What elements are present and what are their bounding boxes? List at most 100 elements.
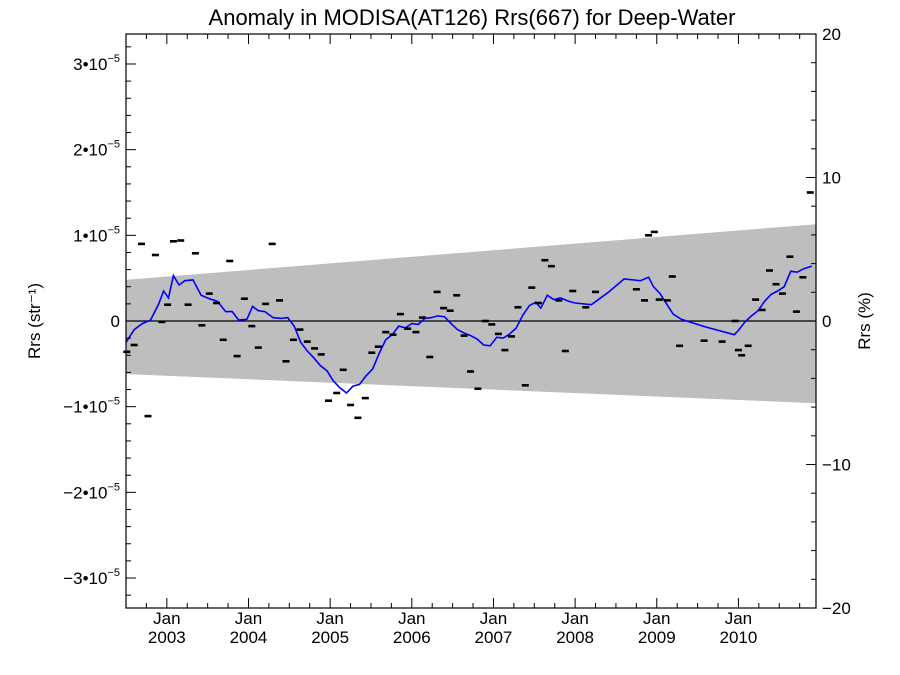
data-point — [361, 396, 369, 400]
left-tick-exponent: −5 — [107, 481, 120, 493]
data-point — [303, 340, 311, 343]
x-tick-year: 2006 — [393, 628, 431, 647]
data-point — [433, 290, 441, 294]
data-point — [317, 353, 325, 356]
left-y-axis-label: Rrs (str⁻¹) — [25, 283, 44, 359]
left-tick-exponent: −5 — [107, 567, 120, 579]
data-point — [676, 344, 684, 348]
data-point — [738, 354, 746, 357]
data-point — [396, 312, 404, 316]
data-point — [213, 301, 221, 305]
data-point — [254, 346, 262, 349]
left-tick-exponent: −5 — [107, 53, 120, 65]
data-point — [219, 338, 227, 342]
data-point — [547, 264, 555, 268]
x-tick-month: Jan — [480, 609, 507, 628]
data-point — [268, 242, 276, 246]
data-point — [426, 355, 434, 359]
data-point — [655, 298, 663, 301]
data-point — [592, 290, 599, 294]
x-tick-month: Jan — [561, 609, 588, 628]
x-tick-year: 2009 — [638, 628, 676, 647]
data-point — [467, 370, 475, 373]
data-point — [758, 308, 766, 312]
data-point — [325, 399, 332, 402]
left-tick-mantissa: 3•10 — [73, 55, 107, 74]
data-point — [205, 292, 213, 295]
data-point — [158, 320, 166, 324]
left-tick-label: 3•10−5 — [73, 53, 120, 74]
x-tick-year: 2007 — [475, 628, 513, 647]
left-tick-mantissa: 2•10 — [73, 141, 107, 160]
right-tick-label: −10 — [822, 456, 851, 475]
data-point — [418, 316, 426, 319]
data-point — [262, 302, 270, 306]
data-point — [123, 350, 131, 354]
data-point — [663, 299, 671, 302]
left-tick-exponent: −5 — [107, 224, 120, 236]
data-point — [233, 354, 241, 358]
data-point — [169, 240, 177, 243]
data-point — [569, 289, 577, 293]
data-point — [645, 234, 653, 237]
data-point — [507, 335, 515, 338]
left-tick-label: −1•10−5 — [63, 396, 120, 417]
x-tick-month: Jan — [153, 609, 180, 628]
x-tick-year: 2003 — [148, 628, 186, 647]
data-point — [460, 334, 468, 337]
data-point — [333, 391, 341, 395]
data-point — [226, 259, 234, 263]
data-point — [404, 327, 412, 330]
data-point — [752, 298, 760, 301]
x-tick-month: Jan — [643, 609, 670, 628]
data-point — [806, 191, 814, 194]
uncertainty-band-area — [126, 224, 816, 404]
data-point — [144, 414, 152, 418]
data-point — [389, 333, 397, 336]
data-point — [248, 324, 256, 328]
data-point — [164, 303, 172, 306]
right-tick-label: 10 — [822, 169, 841, 188]
data-point — [501, 348, 509, 352]
smoothed-line — [125, 265, 813, 395]
data-point — [151, 253, 159, 257]
left-tick-label: 2•10−5 — [73, 139, 120, 160]
left-tick-mantissa: 1•10 — [73, 226, 107, 245]
data-point — [339, 368, 347, 372]
data-point — [191, 252, 199, 255]
data-point — [184, 303, 192, 306]
data-point — [792, 310, 800, 313]
data-point — [412, 330, 420, 334]
right-y-axis-label: Rrs (%) — [855, 292, 874, 350]
left-tick-label: −3•10−5 — [63, 567, 120, 588]
left-y-axis: 3•10−52•10−51•10−50−1•10−5−2•10−5−3•10−5 — [63, 46, 136, 596]
data-point — [474, 387, 482, 390]
left-tick-label: 1•10−5 — [73, 224, 120, 245]
data-point — [382, 330, 390, 334]
left-tick-mantissa: −2•10 — [63, 483, 107, 502]
data-point — [198, 324, 206, 327]
right-tick-label: 20 — [822, 25, 841, 44]
uncertainty-band — [126, 224, 816, 404]
x-tick-year: 2004 — [230, 628, 268, 647]
data-point — [514, 306, 522, 309]
x-tick-year: 2008 — [556, 628, 594, 647]
smoothed-anomaly-series — [125, 265, 813, 395]
data-point — [718, 340, 726, 343]
left-tick-exponent: −5 — [107, 396, 120, 408]
data-point — [276, 299, 283, 302]
x-axis: Jan2003Jan2004Jan2005Jan2006Jan2007Jan20… — [125, 34, 801, 647]
data-point — [296, 328, 304, 331]
data-point — [289, 338, 297, 342]
data-point — [440, 306, 448, 310]
data-point — [772, 282, 780, 286]
data-point — [534, 301, 542, 305]
data-point — [766, 269, 773, 272]
data-point — [368, 351, 376, 354]
data-point — [347, 403, 355, 407]
data-point — [799, 276, 807, 279]
left-tick-mantissa: −3•10 — [63, 569, 107, 588]
left-tick-label: 0 — [111, 312, 120, 331]
right-tick-label: −20 — [822, 599, 851, 618]
